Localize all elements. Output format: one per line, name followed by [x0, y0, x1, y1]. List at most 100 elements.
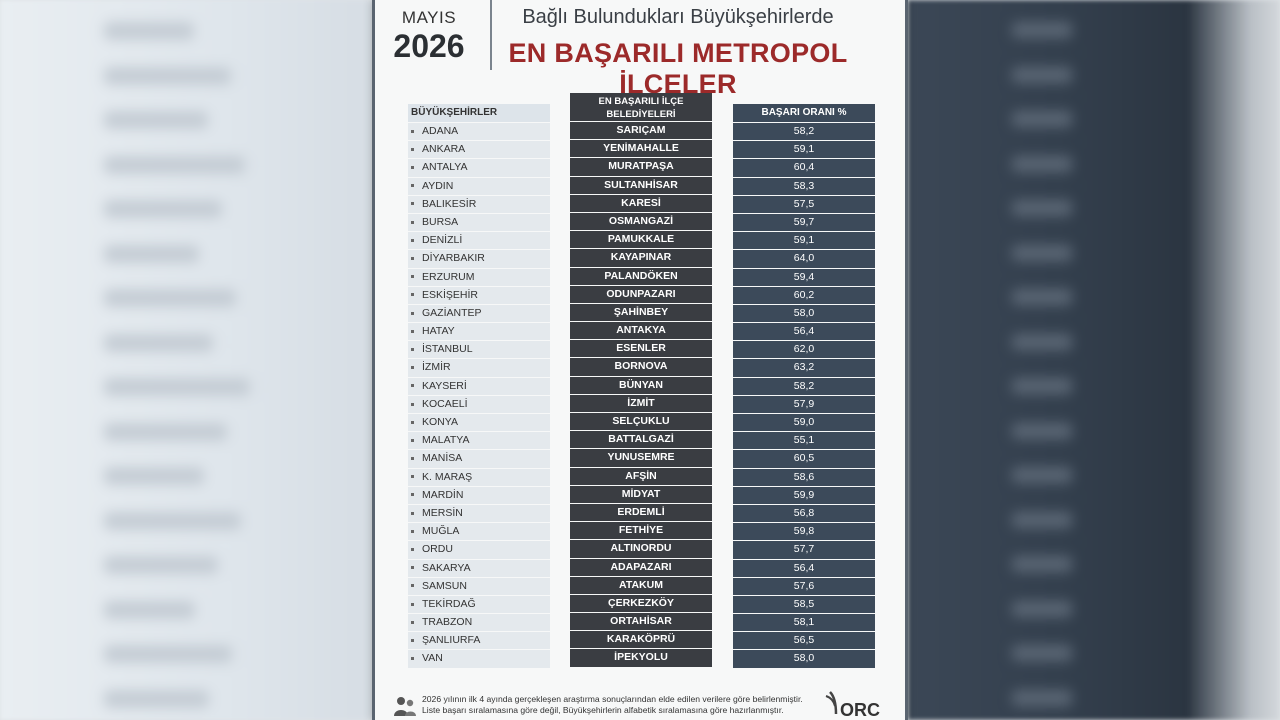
district-cell: ATAKUM — [570, 576, 712, 594]
city-cell: MARDİN — [408, 486, 550, 504]
district-cell: ORTAHİSAR — [570, 613, 712, 631]
blurred-bar — [104, 556, 218, 574]
city-cell: TEKİRDAĞ — [408, 595, 550, 614]
city-name: ORDU — [422, 543, 453, 556]
city-name: MALATYA — [422, 434, 470, 447]
district-column: EN BAŞARILI İLÇE BELEDİYELERİ SARIÇAM YEN… — [570, 93, 712, 668]
city-cell: GAZİANTEP — [408, 304, 550, 323]
city-cell: BURSA — [408, 213, 550, 232]
city-name: TEKİRDAĞ — [422, 597, 476, 610]
city-name: DİYARBAKIR — [422, 252, 485, 265]
city-name: K. MARAŞ — [422, 470, 473, 483]
city-cell: TRABZON — [408, 614, 550, 632]
city-name: MUĞLA — [422, 525, 460, 538]
city-cell: ADANA — [408, 123, 550, 141]
blurred-cell — [1012, 467, 1072, 483]
district-cell: SELÇUKLU — [570, 413, 712, 431]
bullet-icon — [411, 347, 414, 351]
city-cell: ŞANLIURFA — [408, 632, 550, 650]
city-name: ESKİŞEHİR — [422, 288, 479, 301]
city-name: SAKARYA — [422, 561, 471, 574]
city-name: GAZİANTEP — [422, 306, 482, 319]
district-cell: KAYAPINAR — [570, 249, 712, 267]
blurred-bar — [104, 22, 194, 40]
blurred-bar — [104, 600, 195, 619]
city-name: DENİZLİ — [422, 234, 463, 247]
district-cell: MURATPAŞA — [570, 158, 712, 176]
city-cell: İSTANBUL — [408, 341, 550, 359]
city-name: KAYSERİ — [422, 379, 467, 392]
city-name: KONYA — [422, 416, 458, 428]
city-cell: MALATYA — [408, 432, 550, 450]
rate-cell: 56,4 — [733, 323, 875, 341]
bullet-icon — [411, 366, 414, 370]
rate-cell: 59,8 — [733, 523, 875, 541]
poster-title: EN BAŞARILI METROPOL İLÇELER — [508, 38, 848, 99]
city-name: HATAY — [422, 325, 455, 338]
bullet-icon — [411, 420, 414, 424]
rate-cell: 56,8 — [733, 504, 875, 523]
rate-cell: 60,4 — [733, 159, 875, 177]
city-name: AYDIN — [422, 179, 454, 192]
city-cell: MUĞLA — [408, 523, 550, 541]
bullet-icon — [411, 493, 414, 497]
district-cell: PAMUKKALE — [570, 231, 712, 249]
city-name: BALIKESİR — [422, 197, 477, 210]
bullet-icon — [411, 202, 414, 206]
bullet-icon — [411, 584, 414, 588]
blurred-cell — [1012, 155, 1072, 172]
blurred-cell — [1012, 689, 1072, 706]
blurred-cell — [1012, 111, 1072, 127]
district-cell: BORNOVA — [570, 358, 712, 376]
district-cell: ERDEMLİ — [570, 503, 712, 522]
blurred-background-left — [0, 0, 372, 720]
city-name: BURSA — [422, 215, 459, 228]
rate-cell: 58,6 — [733, 468, 875, 486]
district-cell: AFŞİN — [570, 467, 712, 485]
city-name: ŞANLIURFA — [422, 634, 481, 647]
blurred-cell — [1012, 511, 1072, 528]
city-cell: ORDU — [408, 541, 550, 559]
city-cell: KAYSERİ — [408, 377, 550, 395]
bullet-icon — [411, 129, 414, 133]
svg-text:ORC: ORC — [840, 700, 880, 720]
city-column-header: BÜYÜKŞEHİRLER — [408, 104, 550, 122]
district-cell: FETHİYE — [570, 522, 712, 540]
header-divider — [490, 0, 492, 70]
rate-cell: 57,7 — [733, 541, 875, 559]
rate-cell: 59,9 — [733, 486, 875, 504]
district-cell: ADAPAZARI — [570, 558, 712, 576]
blurred-cell — [1012, 645, 1072, 661]
district-column-header: EN BAŞARILI İLÇE BELEDİYELERİ — [570, 93, 712, 121]
rate-cell: 55,1 — [733, 432, 875, 450]
rate-cell: 59,1 — [733, 141, 875, 159]
rate-cell: 59,4 — [733, 268, 875, 286]
city-name: KOCAELİ — [422, 397, 468, 410]
bullet-icon — [411, 657, 414, 661]
district-cell: BATTALGAZİ — [570, 431, 712, 449]
blurred-bar — [104, 289, 236, 307]
blurred-bar — [104, 66, 231, 85]
blurred-bar — [104, 333, 213, 352]
district-cell: ESENLER — [570, 340, 712, 358]
footnote: 2026 yılının ilk 4 ayında gerçekleşen ar… — [422, 694, 822, 716]
rate-cell: 63,2 — [733, 359, 875, 377]
city-name: SAMSUN — [422, 579, 467, 592]
blurred-bar — [104, 467, 204, 485]
blurred-cell — [1012, 556, 1072, 572]
blurred-background-right — [908, 0, 1280, 720]
bullet-icon — [411, 438, 414, 442]
rate-cell: 58,1 — [733, 614, 875, 632]
ranking-poster: MAYIS 2026 Bağlı Bulundukları Büyükşehir… — [372, 0, 908, 720]
bullet-icon — [411, 293, 414, 297]
bullet-icon — [411, 566, 414, 570]
blurred-cell — [1012, 333, 1072, 350]
city-name: ANTALYA — [422, 161, 468, 174]
rate-cell: 62,0 — [733, 341, 875, 359]
district-cell: SARIÇAM — [570, 122, 712, 140]
district-cell: İZMİT — [570, 394, 712, 412]
blurred-cell — [1012, 422, 1072, 439]
blurred-bar — [104, 689, 209, 708]
blurred-bar — [104, 645, 232, 663]
rate-cell: 58,0 — [733, 650, 875, 668]
